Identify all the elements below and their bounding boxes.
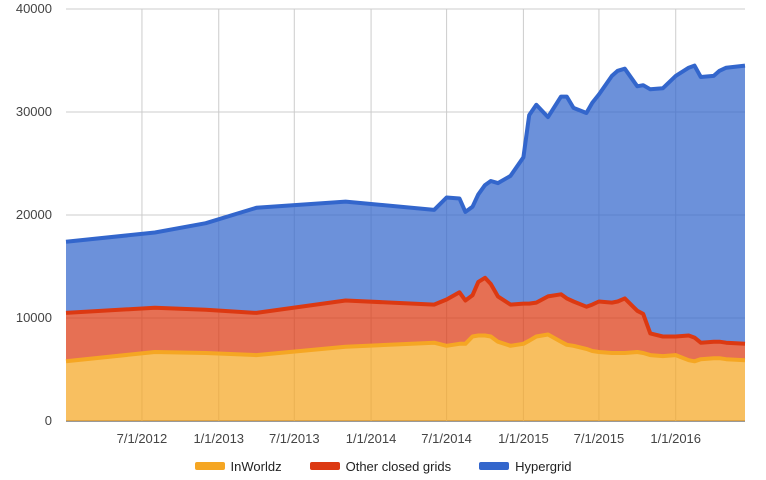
x-tick-label: 7/1/2012 [117,431,168,446]
y-tick-label: 40000 [16,1,52,16]
chart-areas [66,65,745,421]
line-hypergrid [65,63,746,244]
legend-label-hypergrid: Hypergrid [515,458,572,474]
line-inworldz [65,332,746,364]
line-other-closed-grids [65,275,746,346]
legend-item-hypergrid[interactable]: Hypergrid [479,459,571,474]
legend-swatch-hypergrid [479,462,510,470]
legend-label-other-closed-grids: Other closed grids [345,458,452,474]
x-tick-label: 7/1/2015 [574,431,625,446]
legend-item-inworldz[interactable]: InWorldz [194,458,282,474]
x-tick-label: 1/1/2015 [498,431,549,446]
y-tick-label: 20000 [16,207,52,222]
legend-item-other-closed-grids[interactable]: Other closed grids [309,458,452,474]
y-tick-label: 0 [45,413,52,428]
x-tick-label: 7/1/2014 [421,431,472,446]
legend-label-inworldz: InWorldz [230,458,282,474]
x-tick-label: 1/1/2016 [650,431,701,446]
legend-swatch-inworldz [194,462,225,470]
x-tick-label: 1/1/2014 [346,431,397,446]
stacked-area-chart: 7/1/2012 1/1/2013 7/1/2013 1/1/2014 7/1/2014… [16,1,746,446]
x-tick-label: 7/1/2013 [269,431,320,446]
y-tick-label: 30000 [16,104,52,119]
x-tick-label: 1/1/2013 [193,431,244,446]
chart-legend: InWorldz Other closed grids Hypergrid [0,456,766,476]
legend-swatch-other-closed-grids [309,462,340,470]
x-axis: 7/1/2012 1/1/2013 7/1/2013 1/1/2014 7/1/2014… [117,431,701,446]
chart-series-lines [65,63,746,364]
area-hypergrid [66,65,745,344]
y-tick-label: 10000 [16,310,52,325]
y-axis: 0 10000 20000 30000 40000 [16,1,52,428]
area-other-closed-grids [66,277,745,362]
